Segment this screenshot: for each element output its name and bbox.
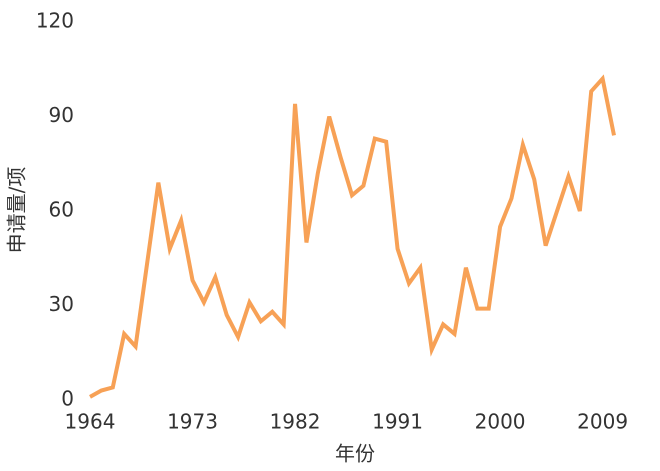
y-axis-label: 申请量/项	[5, 167, 29, 254]
x-tick-label: 2009	[577, 410, 628, 434]
x-tick-label: 1964	[65, 410, 116, 434]
x-tick-label: 1982	[270, 410, 321, 434]
y-tick-label: 30	[49, 292, 74, 316]
x-tick-label: 1973	[167, 410, 218, 434]
x-tick-label: 2000	[475, 410, 526, 434]
line	[90, 79, 614, 397]
x-tick-label: 1991	[372, 410, 423, 434]
y-tick-label: 0	[61, 387, 74, 411]
y-tick-label: 90	[49, 103, 74, 127]
y-tick-label: 60	[49, 198, 74, 222]
y-tick-label: 120	[36, 9, 74, 33]
x-axis-label: 年份	[335, 442, 375, 466]
